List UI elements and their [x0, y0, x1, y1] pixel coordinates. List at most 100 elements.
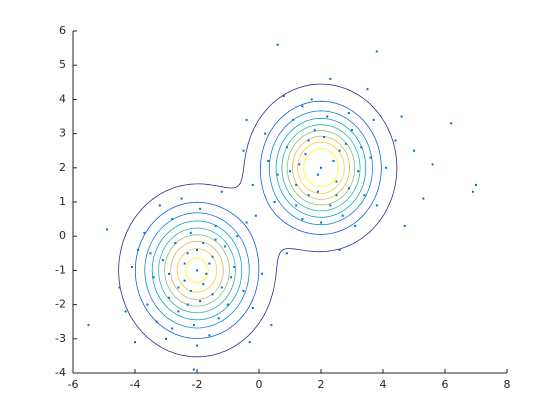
point — [242, 289, 245, 292]
point — [124, 310, 127, 313]
point — [137, 248, 140, 251]
contour-line — [185, 148, 339, 284]
y-tick-label: 2 — [59, 161, 66, 174]
point — [223, 245, 226, 248]
point — [366, 88, 369, 91]
point — [130, 265, 133, 268]
point — [316, 190, 319, 193]
point — [214, 224, 217, 227]
point — [304, 153, 307, 156]
point — [177, 286, 180, 289]
point — [192, 324, 195, 327]
point — [177, 310, 180, 313]
point — [403, 224, 406, 227]
point — [295, 183, 298, 186]
y-tick-label: -4 — [55, 366, 66, 379]
point — [471, 190, 474, 193]
point — [233, 265, 236, 268]
point — [267, 159, 270, 162]
y-tick-label: 1 — [59, 195, 66, 208]
point — [251, 183, 254, 186]
y-tick-label: -2 — [55, 298, 66, 311]
point — [316, 173, 319, 176]
contour-line — [118, 83, 398, 358]
point — [363, 194, 366, 197]
point — [323, 136, 326, 139]
point — [202, 283, 205, 286]
y-tick-label: -3 — [55, 332, 66, 345]
point — [276, 173, 279, 176]
point — [245, 221, 248, 224]
point — [357, 170, 360, 173]
x-tick-label: 8 — [504, 378, 511, 391]
point — [208, 334, 211, 337]
contour-line — [134, 100, 382, 339]
point — [326, 115, 329, 118]
y-tick-label: 4 — [59, 92, 66, 105]
point — [295, 204, 298, 207]
point — [344, 142, 347, 145]
point — [211, 293, 214, 296]
y-tick-label: 0 — [59, 229, 66, 242]
point — [375, 204, 378, 207]
point — [335, 194, 338, 197]
point — [208, 262, 211, 265]
contour-line — [164, 130, 356, 307]
x-tick-label: -4 — [130, 378, 141, 391]
point — [118, 286, 121, 289]
point — [152, 276, 155, 279]
point — [320, 166, 322, 169]
point — [332, 159, 335, 162]
point — [394, 139, 397, 142]
point — [351, 129, 353, 132]
point — [134, 341, 136, 344]
point — [285, 252, 288, 255]
point — [329, 204, 332, 207]
point — [189, 231, 192, 234]
point — [375, 50, 378, 53]
point — [307, 194, 310, 197]
point — [320, 221, 322, 224]
point — [372, 118, 375, 121]
point — [158, 204, 161, 207]
point — [168, 296, 171, 299]
contour-line — [144, 110, 373, 329]
point — [230, 276, 233, 279]
point — [220, 190, 223, 193]
point — [282, 94, 285, 97]
point — [310, 98, 313, 101]
point — [196, 344, 198, 347]
point — [347, 187, 350, 190]
x-tick-label: 4 — [380, 378, 387, 391]
point — [248, 341, 251, 344]
point — [202, 242, 205, 245]
y-tick-label: 6 — [59, 24, 66, 37]
point — [87, 324, 90, 327]
point — [189, 289, 192, 292]
point — [196, 248, 198, 251]
y-tick-label: 5 — [59, 58, 66, 71]
point — [220, 286, 223, 289]
point — [183, 262, 186, 265]
point — [335, 180, 338, 183]
point — [264, 132, 267, 135]
point — [261, 272, 264, 275]
point — [205, 272, 208, 275]
point — [192, 368, 195, 371]
point — [273, 201, 276, 203]
point — [171, 218, 174, 221]
point — [199, 207, 202, 210]
point — [360, 146, 363, 149]
point — [242, 149, 245, 152]
point — [276, 43, 279, 46]
point — [329, 77, 332, 80]
point — [183, 279, 186, 282]
point — [298, 163, 301, 166]
point — [186, 303, 189, 306]
point — [301, 218, 304, 221]
point — [155, 320, 158, 323]
point — [347, 112, 350, 115]
contour-line — [170, 135, 350, 300]
point — [171, 327, 174, 330]
x-tick-label: -6 — [68, 378, 79, 391]
